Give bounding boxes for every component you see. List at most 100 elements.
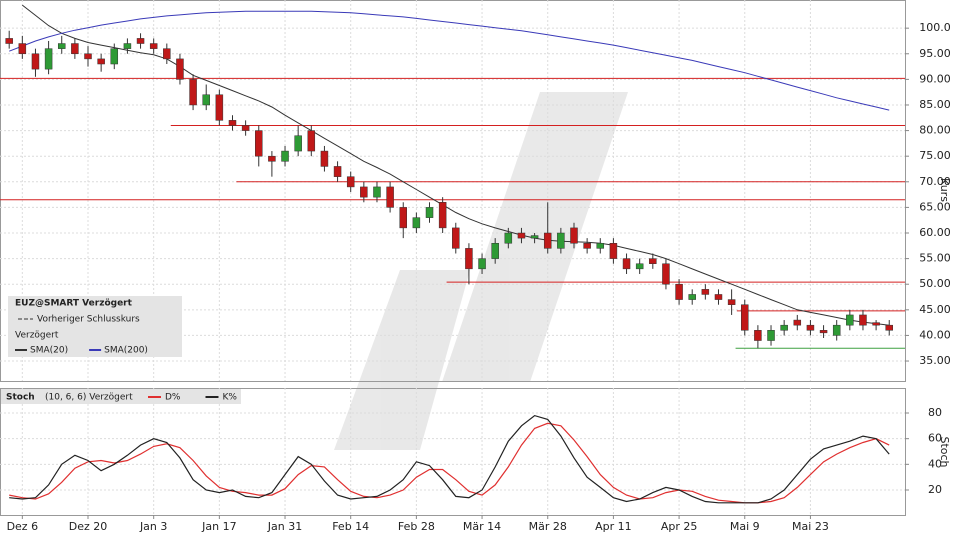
candle-body bbox=[386, 186, 394, 208]
candle-body bbox=[294, 135, 302, 152]
candle-body bbox=[5, 38, 13, 44]
stoch-title: Stoch bbox=[6, 393, 35, 403]
series-line bbox=[9, 10, 890, 111]
y-tick-label: 90.00 bbox=[919, 72, 951, 85]
candle-body bbox=[622, 258, 631, 270]
x-tick-label: Dez 6 bbox=[7, 520, 39, 533]
x-tick-label: Dez 20 bbox=[69, 520, 108, 533]
legend-box bbox=[8, 296, 182, 357]
candle-body bbox=[530, 235, 539, 239]
candle-body bbox=[872, 322, 880, 326]
candle-body bbox=[491, 242, 499, 259]
candle-body bbox=[793, 319, 802, 326]
x-tick-label: Feb 14 bbox=[332, 520, 369, 533]
candle-body bbox=[228, 120, 237, 126]
candle-body bbox=[31, 53, 40, 70]
candle-body bbox=[425, 207, 434, 218]
candle-body bbox=[714, 294, 723, 300]
candle-body bbox=[189, 79, 197, 106]
candle-body bbox=[543, 232, 552, 249]
y-tick-label: 50.00 bbox=[919, 277, 951, 290]
candle-body bbox=[215, 94, 224, 121]
candle-body bbox=[701, 289, 710, 295]
x-tick-label: Jan 31 bbox=[267, 520, 302, 533]
candle-body bbox=[570, 227, 578, 244]
y-tick-label: 70.00 bbox=[919, 175, 951, 188]
candle-body bbox=[465, 248, 473, 270]
stoch-legend-box bbox=[1, 389, 241, 404]
candle-body bbox=[163, 48, 171, 60]
candle-body bbox=[18, 43, 27, 55]
x-tick-label: Mär 28 bbox=[529, 520, 567, 533]
y-tick-label: 55.00 bbox=[919, 252, 951, 265]
candle-body bbox=[596, 242, 605, 249]
x-tick-label: Mai 9 bbox=[730, 520, 760, 533]
candle-body bbox=[346, 176, 355, 188]
candle-body bbox=[71, 43, 79, 55]
candle-body bbox=[412, 217, 421, 229]
y-tick-label: 80.00 bbox=[919, 124, 951, 137]
candle-body bbox=[583, 242, 591, 249]
y-axis-label: Kurs bbox=[938, 178, 951, 202]
candle-body bbox=[57, 43, 66, 49]
x-tick-label: Mai 23 bbox=[792, 520, 829, 533]
x-tick-label: Mär 14 bbox=[463, 520, 501, 533]
candle-body bbox=[123, 43, 132, 49]
y-tick-label: 80 bbox=[928, 406, 942, 419]
x-tick-label: Jan 17 bbox=[201, 520, 236, 533]
candle-body bbox=[399, 207, 407, 229]
candle-body bbox=[176, 58, 184, 80]
candle-body bbox=[754, 330, 762, 341]
main-panel-border bbox=[0, 0, 906, 382]
stoch-subtitle: (10, 6, 6) Verzögert bbox=[45, 393, 133, 403]
candle-body bbox=[268, 155, 276, 162]
candle-body bbox=[649, 258, 657, 264]
candle-body bbox=[846, 314, 854, 326]
candle-body bbox=[885, 324, 893, 331]
candle-body bbox=[136, 38, 145, 44]
legend-label: SMA(20) bbox=[30, 346, 68, 356]
legend-title: EUZ@SMART Verzögert bbox=[15, 299, 133, 309]
candle-body bbox=[320, 150, 329, 167]
candle-body bbox=[202, 94, 210, 106]
y-tick-label: 95.00 bbox=[919, 47, 951, 60]
candle-body bbox=[110, 48, 119, 65]
candle-body bbox=[307, 130, 316, 152]
series-line bbox=[9, 414, 890, 504]
legend-label: SMA(200) bbox=[104, 346, 148, 356]
y-tick-label: 100.0 bbox=[919, 21, 951, 34]
candle-body bbox=[635, 263, 644, 270]
candle-body bbox=[255, 130, 263, 157]
candle-body bbox=[767, 330, 775, 341]
legend-label: K% bbox=[222, 393, 237, 403]
candle-body bbox=[557, 232, 565, 249]
candle-body bbox=[819, 330, 828, 334]
y-tick-label: 60.00 bbox=[919, 226, 951, 239]
y-axis-label: Stoch bbox=[938, 436, 951, 467]
candle-body bbox=[281, 150, 289, 162]
x-tick-label: Jan 3 bbox=[139, 520, 167, 533]
candle-body bbox=[438, 202, 447, 229]
x-tick-label: Feb 28 bbox=[398, 520, 435, 533]
candle-body bbox=[504, 232, 513, 244]
candle-body bbox=[84, 53, 92, 60]
legend-note: Verzögert bbox=[15, 331, 59, 341]
y-tick-label: 85.00 bbox=[919, 98, 951, 111]
y-tick-label: 20 bbox=[928, 483, 942, 496]
stoch-panel-border bbox=[0, 388, 906, 516]
candle-body bbox=[478, 258, 486, 270]
y-tick-label: 40 bbox=[928, 457, 942, 470]
candle-body bbox=[97, 58, 105, 65]
y-tick-label: 35.00 bbox=[919, 354, 951, 367]
candle-body bbox=[675, 283, 683, 300]
candle-body bbox=[241, 125, 250, 131]
candle-body bbox=[741, 304, 749, 331]
x-tick-label: Apr 11 bbox=[595, 520, 632, 533]
y-tick-label: 75.00 bbox=[919, 149, 951, 162]
candle-body bbox=[662, 263, 670, 285]
y-tick-label: 65.00 bbox=[919, 200, 951, 213]
candle-body bbox=[373, 186, 381, 198]
y-tick-label: 60 bbox=[928, 432, 942, 445]
